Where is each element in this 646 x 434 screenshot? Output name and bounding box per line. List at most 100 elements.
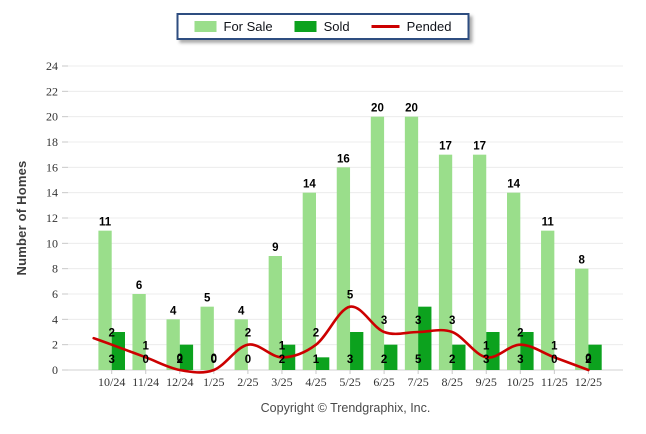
data-label-pended: 1	[143, 340, 150, 352]
data-label-pended: 3	[449, 315, 455, 327]
pended-line	[92, 305, 590, 374]
data-label-for-sale: 17	[439, 141, 452, 153]
x-tick-label: 4/25	[305, 375, 326, 389]
bar-for-sale	[370, 116, 385, 371]
data-label-for-sale: 11	[99, 217, 112, 229]
data-label-pended: 3	[415, 315, 421, 327]
data-label-pended: 1	[483, 340, 490, 352]
data-label-sold: 5	[415, 354, 422, 366]
data-label-sold: 0	[211, 354, 217, 366]
data-label-pended: 2	[517, 328, 523, 340]
x-tick-label: 7/25	[407, 375, 428, 389]
y-tick-label: 18	[46, 135, 58, 149]
data-label-for-sale: 9	[272, 242, 278, 254]
x-tick-label: 9/25	[476, 375, 497, 389]
legend-label-pended: Pended	[406, 19, 452, 34]
bar-for-sale	[302, 192, 316, 370]
bar-sold	[111, 332, 125, 370]
bar-sold	[350, 332, 364, 370]
data-label-sold: 0	[551, 354, 557, 366]
bar-for-sale	[166, 319, 180, 370]
bar-for-sale	[438, 154, 453, 370]
y-tick-label: 10	[46, 236, 58, 250]
x-tick-label: 1/25	[203, 375, 224, 389]
bar-for-sale	[234, 319, 248, 370]
y-tick-label: 14	[46, 186, 58, 200]
data-label-sold: 2	[177, 354, 183, 366]
x-tick-label: 12/25	[575, 375, 602, 389]
bar-for-sale	[541, 230, 555, 370]
legend-item-pended: Pended	[371, 19, 452, 34]
y-tick-label: 16	[46, 160, 58, 174]
x-tick-label: 10/25	[507, 375, 534, 389]
y-tick-label: 2	[52, 338, 58, 352]
data-label-for-sale: 8	[579, 255, 586, 267]
x-tick-label: 12/24	[166, 375, 193, 389]
data-label-sold: 2	[279, 354, 285, 366]
bar-sold	[452, 344, 466, 370]
bar-sold	[418, 306, 432, 370]
x-tick-label: 8/25	[442, 375, 463, 389]
y-tick-label: 8	[52, 262, 58, 276]
data-label-for-sale: 14	[507, 179, 520, 191]
data-label-sold: 3	[347, 354, 353, 366]
x-tick-label: 2/25	[237, 375, 258, 389]
data-label-sold: 2	[585, 354, 591, 366]
data-label-for-sale: 5	[204, 293, 211, 305]
bar-sold	[588, 344, 602, 370]
legend-label-sold: Sold	[323, 19, 350, 34]
data-label-for-sale: 6	[136, 280, 142, 292]
bar-for-sale	[200, 306, 214, 370]
data-label-pended: 1	[279, 340, 286, 352]
data-label-pended: 5	[347, 290, 354, 302]
x-tick-label: 11/25	[541, 375, 568, 389]
bar-sold	[384, 344, 398, 370]
pended-line-swatch	[371, 25, 400, 28]
data-label-pended: 0	[177, 353, 183, 365]
for-sale-swatch	[194, 21, 217, 32]
y-tick-label: 12	[46, 211, 58, 225]
data-label-pended: 3	[381, 315, 387, 327]
data-label-sold: 0	[143, 354, 149, 366]
data-label-sold: 2	[449, 354, 455, 366]
data-label-for-sale: 4	[238, 305, 245, 317]
data-label-pended: 2	[313, 328, 319, 340]
data-label-for-sale: 4	[170, 305, 177, 317]
data-label-for-sale: 20	[405, 103, 418, 115]
data-label-for-sale: 16	[337, 153, 350, 165]
bar-sold	[179, 344, 194, 370]
data-label-sold: 2	[381, 354, 387, 366]
bar-for-sale	[507, 192, 521, 370]
y-tick-label: 22	[46, 84, 58, 98]
data-label-for-sale: 14	[303, 179, 316, 191]
bar-for-sale	[404, 116, 419, 371]
legend-item-for-sale: For Sale	[194, 19, 273, 34]
data-label-pended: 0	[211, 353, 217, 365]
data-label-pended: 1	[551, 340, 558, 352]
x-tick-label: 5/25	[339, 375, 360, 389]
bar-sold	[316, 357, 330, 370]
data-label-sold: 3	[517, 354, 523, 366]
y-tick-label: 0	[52, 363, 58, 377]
bar-sold	[520, 332, 534, 370]
data-label-pended: 2	[245, 328, 251, 340]
bar-for-sale	[268, 256, 282, 370]
sold-swatch	[294, 21, 317, 32]
bar-for-sale	[336, 167, 351, 370]
y-tick-label: 4	[52, 312, 58, 326]
data-label-pended: 0	[585, 353, 591, 365]
legend-label-for-sale: For Sale	[223, 19, 273, 34]
data-label-pended: 2	[108, 328, 114, 340]
bar-for-sale	[132, 294, 146, 370]
y-tick-label: 6	[52, 287, 58, 301]
legend: For Sale Sold Pended	[176, 13, 470, 40]
bar-for-sale	[98, 230, 112, 370]
y-tick-label: 24	[46, 59, 58, 73]
bar-sold	[486, 332, 500, 370]
x-tick-label: 10/24	[98, 375, 125, 389]
y-tick-label: 20	[46, 110, 58, 124]
x-tick-label: 3/25	[271, 375, 292, 389]
data-label-sold: 0	[245, 354, 251, 366]
